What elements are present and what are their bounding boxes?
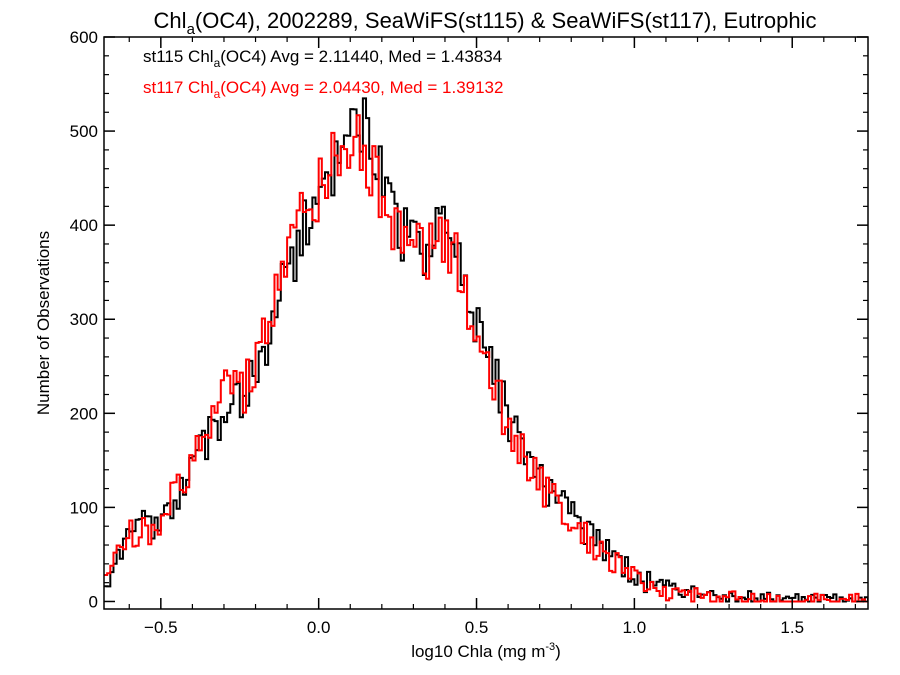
legend-st115-subscript: a (214, 56, 221, 70)
y-tick-label: 200 (70, 404, 98, 423)
y-tick-label: 0 (89, 592, 98, 611)
y-axis-label: Number of Observations (34, 231, 53, 415)
plot-area: −0.5 0.0 0.5 1.0 1.5 0 100 200 300 400 500 600 (70, 28, 868, 637)
x-tick-label: 1.5 (780, 618, 804, 637)
legend-st115-stats: (OC4) Avg = 2.11440, Med = 1.43834 (220, 47, 502, 66)
x-axis-label-main: log10 Chla (mg m (411, 642, 545, 661)
series-line-st117 (104, 114, 868, 603)
x-axis-label-superscript: -3 (545, 641, 555, 653)
legend-st117-stats: (OC4) Avg = 2.04430, Med = 1.39132 (220, 78, 503, 97)
legend-entry-st117: st117 Chla(OC4) Avg = 2.04430, Med = 1.3… (143, 78, 503, 101)
legend-st117-text: st117 Chl (143, 78, 214, 97)
chart-title-subscript: a (187, 21, 196, 38)
y-tick-label: 100 (70, 498, 98, 517)
chart-title-main: Chl (154, 8, 187, 33)
y-tick-label: 300 (70, 310, 98, 329)
y-tick-label: 400 (70, 216, 98, 235)
x-axis-label-rest: ) (555, 642, 561, 661)
legend-entry-st115: st115 Chla(OC4) Avg = 2.11440, Med = 1.4… (143, 47, 502, 70)
y-tick-label: 500 (70, 122, 98, 141)
x-axis-label: log10 Chla (mg m-3) (411, 641, 561, 661)
legend-st115-text: st115 Chl (143, 47, 214, 66)
x-tick-label: 1.0 (623, 618, 647, 637)
legend-st117-subscript: a (214, 87, 221, 101)
chart-title-rest: (OC4), 2002289, SeaWiFS(st115) & SeaWiFS… (195, 8, 817, 33)
x-tick-label: 0.5 (465, 618, 489, 637)
plot-frame (103, 36, 869, 610)
x-tick-label: −0.5 (144, 618, 178, 637)
y-tick-label: 600 (70, 28, 98, 47)
chart-title: Chla(OC4), 2002289, SeaWiFS(st115) & Sea… (154, 8, 817, 38)
x-tick-label: 0.0 (307, 618, 331, 637)
